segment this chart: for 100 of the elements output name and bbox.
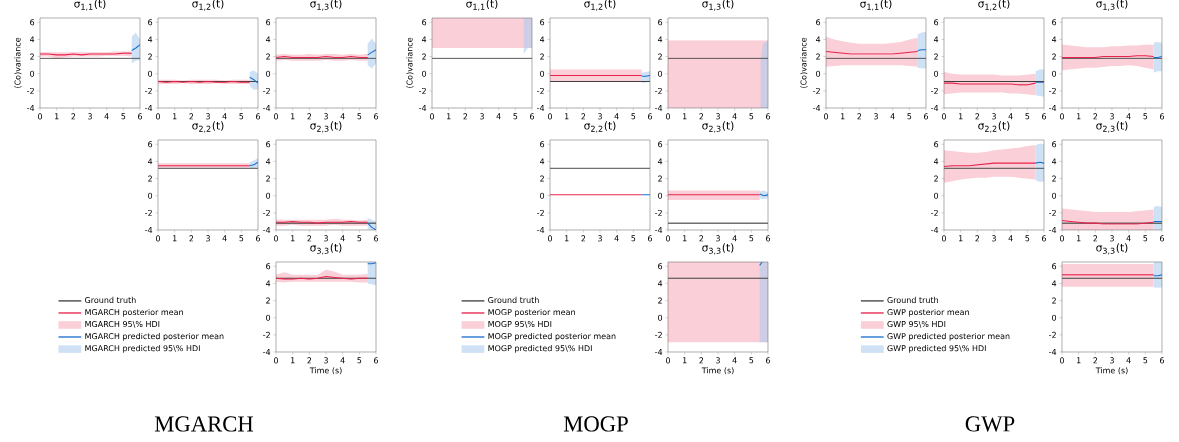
y-tick-label: 6 [30,19,35,26]
y-tick-label: 6 [540,19,545,26]
x-tick-label: 2 [189,235,194,242]
x-tick-label: 2 [307,113,312,120]
y-tick-label: 0 [1052,70,1057,77]
x-tick-label: 5 [1025,113,1030,120]
x-tick-label: 3 [992,113,996,120]
x-tick-label: 2 [975,235,980,242]
x-tick-label: 5 [631,235,636,242]
x-tick-label: 3 [324,113,328,120]
x-tick-label: 6 [766,357,771,364]
y-tick-label: 6 [658,263,663,270]
y-tick-label: 0 [148,70,153,77]
y-tick-label: 4 [657,158,663,165]
x-tick-label: 6 [374,357,379,364]
x-tick-label: 1 [683,113,687,120]
y-tick-label: 2 [1052,175,1056,182]
x-tick-label: 4 [1008,113,1013,120]
y-tick-label: 0 [540,70,545,77]
x-tick-label: 3 [1110,235,1114,242]
x-tick-label: 0 [1059,113,1065,120]
y-tick-label: 2 [266,297,270,304]
x-tick-label: 3 [598,235,602,242]
chart-title: σ$_{2,3}$(t) [702,121,734,133]
x-tick-label: 3 [1110,113,1114,120]
y-tick-label: -2 [263,87,270,94]
chart-title: σ$_{2,3}$(t) [1096,121,1128,133]
x-tick-label: 1 [173,235,177,242]
x-tick-label: 3 [874,113,878,120]
y-tick-label: -2 [1049,87,1056,94]
x-tick-label: 6 [256,235,261,242]
x-tick-label: 6 [256,113,261,120]
y-tick-label: 2 [266,53,270,60]
y-tick-label: 6 [816,19,821,26]
legend-label: MOGP posterior mean [488,308,575,317]
y-tick-label: 6 [148,141,153,148]
y-tick-label: 4 [1051,280,1057,287]
y-tick-label: 4 [29,36,35,43]
x-tick-label: 3 [324,235,328,242]
x-tick-label: 6 [374,113,379,120]
x-tick-label: 5 [513,113,518,120]
x-axis-title: Time (s) [701,367,734,375]
legend-label: Ground truth [488,296,539,304]
y-tick-label: -2 [419,87,426,94]
y-tick-label: 6 [422,19,427,26]
x-tick-label: 1 [447,113,451,120]
x-tick-label: 0 [665,235,671,242]
y-tick-label: 4 [1051,36,1057,43]
x-tick-label: 2 [1093,113,1098,120]
x-tick-label: 3 [324,357,328,364]
x-tick-label: 0 [941,235,947,242]
x-tick-label: 5 [357,357,362,364]
y-tick-label: 2 [148,53,152,60]
x-tick-label: 3 [598,113,602,120]
x-tick-label: 2 [699,357,704,364]
y-tick-label: 2 [658,175,662,182]
x-tick-label: 0 [155,235,161,242]
y-tick-label: -4 [145,105,153,111]
y-tick-label: 0 [266,192,271,199]
y-tick-label: -4 [1049,349,1057,355]
x-tick-label: 0 [547,235,553,242]
y-tick-label: 6 [148,19,153,26]
y-tick-label: 4 [147,36,153,43]
y-tick-label: 0 [148,192,153,199]
y-tick-label: 4 [147,158,153,165]
y-tick-label: 2 [658,53,662,60]
x-tick-label: 1 [959,113,963,120]
x-tick-label: 5 [357,113,362,120]
x-tick-label: 0 [1059,357,1065,364]
y-tick-label: 4 [815,36,821,43]
x-tick-label: 4 [496,113,501,120]
x-tick-label: 1 [291,235,295,242]
x-tick-label: 5 [1143,357,1148,364]
legend-label: Ground truth [887,296,938,304]
x-tick-label: 4 [1008,235,1013,242]
chart-title: σ$_{1,2}$(t) [978,0,1010,11]
x-tick-label: 6 [138,113,143,120]
x-tick-label: 5 [1025,235,1030,242]
x-tick-label: 3 [206,113,210,120]
x-tick-label: 0 [665,357,671,364]
x-tick-label: 6 [648,113,653,120]
x-axis-title: Time (s) [1095,367,1128,375]
y-tick-label: -4 [813,105,821,111]
x-tick-label: 5 [749,113,754,120]
y-tick-label: 2 [422,53,426,60]
y-tick-label: 0 [934,70,939,77]
x-tick-label: 6 [766,113,771,120]
x-tick-label: 5 [749,235,754,242]
y-tick-label: 0 [658,192,663,199]
x-tick-label: 1 [683,235,687,242]
y-tick-label: 4 [265,36,271,43]
x-tick-label: 3 [206,235,210,242]
y-tick-label: -2 [1049,331,1056,338]
y-tick-label: 4 [539,158,545,165]
x-tick-label: 6 [374,235,379,242]
x-tick-label: 6 [1160,357,1165,364]
y-tick-label: 2 [658,297,662,304]
x-tick-label: 6 [1160,235,1165,242]
y-tick-label: 0 [1052,314,1057,321]
text: MOGP [563,416,628,432]
